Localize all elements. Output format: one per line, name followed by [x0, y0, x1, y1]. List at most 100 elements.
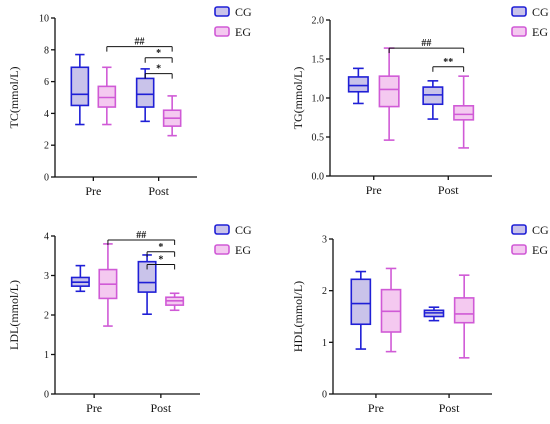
y-tick-label: 6 — [44, 77, 49, 88]
box-eg-pre — [97, 66, 117, 126]
legend-swatch — [214, 224, 230, 235]
legend-swatch — [511, 244, 527, 255]
chart-panel-1: 0 2 4 6 8 10 TC(mmol/L) Pre Post ## * * CG EG — [7, 5, 252, 198]
y-axis-label: HDL(mmol/L) — [291, 281, 305, 352]
legend-label: EG — [532, 243, 548, 257]
legend-label: EG — [532, 25, 548, 39]
legend-label: EG — [235, 25, 251, 39]
x-tick-label-pre: Pre — [368, 401, 384, 415]
y-tick-label: 1 — [44, 350, 49, 361]
y-tick-label: 0.0 — [312, 172, 325, 183]
significance-bracket: ## — [388, 38, 465, 54]
significance-bracket: * — [146, 254, 176, 270]
y-tick-label: 0 — [322, 390, 327, 401]
box-eg-pre — [378, 47, 400, 141]
significance-label: * — [158, 242, 163, 253]
y-tick-label: 2 — [44, 141, 49, 152]
significance-label: * — [156, 64, 161, 75]
significance-bracket: ** — [432, 57, 465, 72]
y-tick-label: 2.0 — [312, 16, 325, 27]
box-cg-pre — [347, 67, 369, 105]
legend-item-eg: EG — [214, 243, 251, 257]
box-iqr — [453, 105, 475, 121]
chart-panel-3: 0 1 2 3 4 LDL(mmol/L) Pre Post ## ** CG EG — [7, 223, 252, 415]
y-tick-label: 3 — [322, 235, 327, 246]
y-axis-label: TC(mmol/L) — [7, 67, 21, 129]
box-eg-post — [162, 95, 182, 137]
box-iqr — [453, 297, 475, 324]
x-tick-label-post: Post — [151, 401, 172, 415]
legend-item-eg: EG — [511, 25, 548, 39]
y-axis-label: LDL(mmol/L) — [7, 280, 21, 350]
x-tick-label-post: Post — [148, 184, 169, 198]
y-tick-label: 2 — [322, 286, 327, 297]
significance-bracket: * — [144, 48, 173, 63]
y-tick-label: 1 — [322, 338, 327, 349]
y-tick-label: 0 — [44, 173, 49, 184]
box-cg-pre — [350, 270, 372, 350]
y-tick-label: 0.5 — [312, 133, 325, 144]
legend-label: CG — [532, 5, 549, 19]
y-tick-label: 4 — [44, 232, 49, 243]
legend-item-cg: CG — [214, 223, 252, 237]
box-iqr — [347, 76, 369, 93]
x-tick-label-pre: Pre — [366, 183, 382, 197]
chart-panel-2: 0.0 0.5 1.0 1.5 2.0 TG(mmol/L) Pre Post ## ** CG EG — [291, 5, 549, 197]
box-eg-post — [453, 274, 475, 359]
significance-label: * — [156, 48, 161, 59]
significance-label: ## — [134, 37, 144, 48]
legend-swatch — [214, 6, 230, 17]
significance-bracket: ## — [106, 37, 173, 52]
box-cg-pre — [70, 264, 90, 293]
y-tick-label: 3 — [44, 271, 49, 282]
x-tick-label-post: Post — [439, 401, 460, 415]
significance-bracket: * — [144, 64, 173, 79]
significance-label: ## — [421, 38, 431, 49]
legend-swatch — [511, 6, 527, 17]
x-tick-label-pre: Pre — [85, 184, 101, 198]
significance-bracket: * — [146, 242, 176, 257]
legend-label: EG — [235, 243, 251, 257]
y-tick-label: 2 — [44, 311, 49, 322]
box-iqr — [135, 77, 155, 108]
y-tick-label: 8 — [44, 45, 49, 56]
y-tick-label: 1.5 — [312, 55, 325, 66]
box-eg-pre — [380, 267, 402, 353]
legend-label: CG — [235, 5, 252, 19]
legend-item-eg: EG — [214, 25, 251, 39]
box-iqr — [350, 278, 372, 326]
box-iqr — [137, 260, 157, 293]
y-tick-label: 0 — [44, 390, 49, 401]
y-tick-label: 1.0 — [312, 94, 325, 105]
legend-item-cg: CG — [214, 5, 252, 19]
x-tick-label-pre: Pre — [86, 401, 102, 415]
significance-label: ## — [136, 230, 146, 241]
legend-swatch — [214, 26, 230, 37]
box-eg-post — [165, 292, 185, 312]
legend-item-eg: EG — [511, 243, 548, 257]
significance-label: * — [158, 254, 163, 265]
box-cg-post — [423, 306, 445, 322]
y-axis-label: TG(mmol/L) — [291, 67, 305, 130]
box-cg-post — [422, 80, 444, 120]
y-tick-label: 4 — [44, 109, 49, 120]
significance-bracket: ## — [107, 230, 176, 245]
box-cg-post — [137, 254, 157, 316]
legend-swatch — [511, 224, 527, 235]
y-tick-label: 10 — [39, 14, 49, 25]
box-iqr — [378, 75, 400, 108]
legend-swatch — [214, 244, 230, 255]
legend-label: CG — [235, 223, 252, 237]
box-cg-pre — [70, 53, 90, 126]
significance-label: ** — [443, 57, 453, 68]
box-iqr — [70, 66, 90, 107]
legend-swatch — [511, 26, 527, 37]
legend-item-cg: CG — [511, 223, 549, 237]
box-eg-post — [453, 75, 475, 149]
legend-item-cg: CG — [511, 5, 549, 19]
box-eg-pre — [98, 243, 118, 327]
chart-panel-4: 0 1 2 3 HDL(mmol/L) Pre Post CG EG — [291, 223, 549, 415]
x-tick-label-post: Post — [438, 183, 459, 197]
legend-label: CG — [532, 223, 549, 237]
